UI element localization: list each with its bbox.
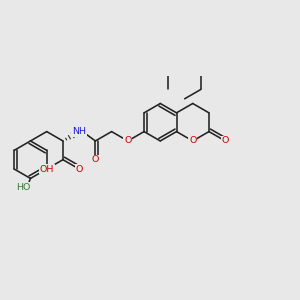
Text: O: O xyxy=(92,155,99,164)
Text: NH: NH xyxy=(72,127,86,136)
Text: O: O xyxy=(124,136,131,146)
Text: O: O xyxy=(221,136,229,146)
Text: HO: HO xyxy=(16,183,31,192)
Text: OH: OH xyxy=(40,165,54,174)
Text: O: O xyxy=(76,165,83,174)
Text: O: O xyxy=(189,136,196,146)
